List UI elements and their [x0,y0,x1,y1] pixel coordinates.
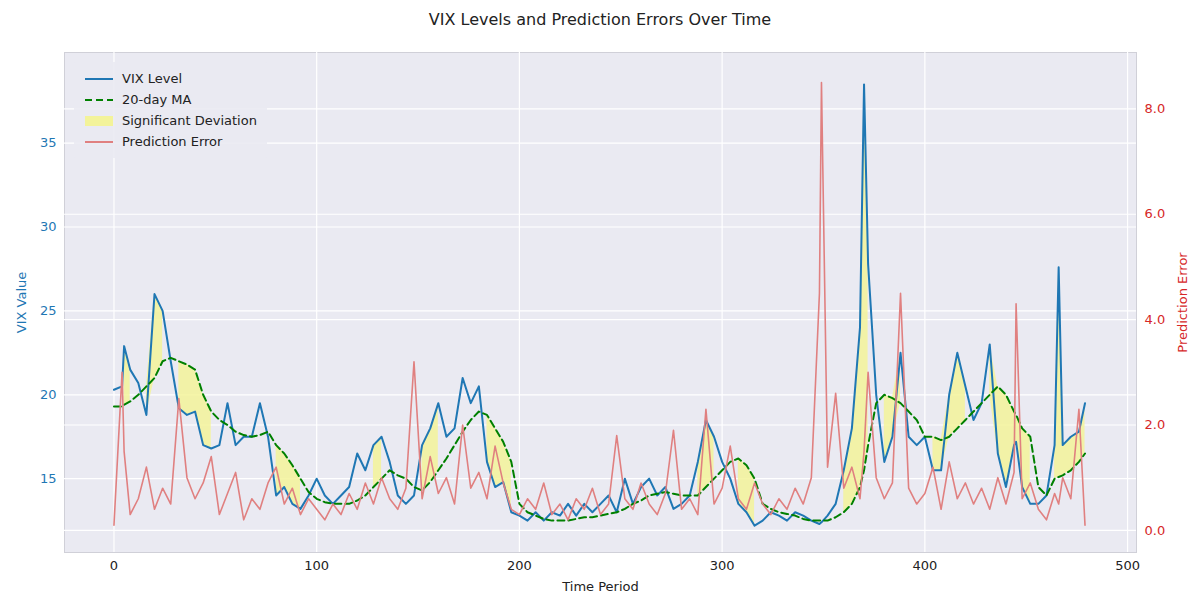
html-text:20-day MA: 20-day MA [122,92,192,107]
svg-text:200: 200 [507,558,532,573]
svg-text:Time Period: Time Period [561,579,638,594]
svg-text:400: 400 [912,558,937,573]
svg-text:Prediction Error: Prediction Error [1175,252,1190,353]
svg-text:30: 30 [40,219,57,234]
svg-text:100: 100 [304,558,329,573]
svg-text:0.0: 0.0 [1145,523,1166,538]
svg-text:2.0: 2.0 [1145,417,1166,432]
svg-text:6.0: 6.0 [1145,206,1166,221]
svg-text:VIX Value: VIX Value [14,272,29,333]
html-text:Prediction Error: Prediction Error [122,134,223,149]
svg-text:35: 35 [40,135,57,150]
svg-text:300: 300 [710,558,735,573]
svg-text:20: 20 [40,387,57,402]
svg-text:15: 15 [40,471,57,486]
html-text:VIX Level: VIX Level [122,71,183,86]
html-text:VIX Levels and Prediction Erro: VIX Levels and Prediction Errors Over Ti… [428,10,772,29]
html-text:Significant Deviation: Significant Deviation [122,113,257,128]
svg-text:4.0: 4.0 [1145,312,1166,327]
svg-text:25: 25 [40,303,57,318]
svg-text:0: 0 [110,558,118,573]
svg-text:500: 500 [1115,558,1140,573]
svg-text:8.0: 8.0 [1145,101,1166,116]
